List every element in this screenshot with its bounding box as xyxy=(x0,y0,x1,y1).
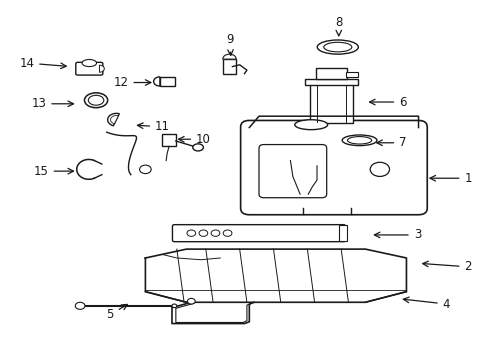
Text: 11: 11 xyxy=(137,120,170,133)
Circle shape xyxy=(75,302,85,309)
Text: 7: 7 xyxy=(376,136,406,149)
Text: 10: 10 xyxy=(178,133,211,146)
FancyBboxPatch shape xyxy=(172,225,345,242)
Ellipse shape xyxy=(84,93,107,108)
Ellipse shape xyxy=(294,120,327,130)
Wedge shape xyxy=(107,113,119,126)
Text: 15: 15 xyxy=(34,165,73,177)
Bar xyxy=(315,68,347,79)
Bar xyxy=(346,72,357,77)
FancyBboxPatch shape xyxy=(259,145,326,198)
Ellipse shape xyxy=(88,95,103,105)
Bar xyxy=(338,225,347,241)
Circle shape xyxy=(211,230,220,237)
Text: 6: 6 xyxy=(369,95,406,108)
Bar xyxy=(309,82,352,123)
Circle shape xyxy=(223,230,231,237)
Text: 1: 1 xyxy=(429,172,471,185)
Circle shape xyxy=(172,304,177,307)
Wedge shape xyxy=(110,116,118,124)
Circle shape xyxy=(187,298,195,304)
Bar xyxy=(162,134,176,146)
Text: 8: 8 xyxy=(334,16,342,36)
Ellipse shape xyxy=(323,42,351,52)
Circle shape xyxy=(186,230,195,237)
Wedge shape xyxy=(153,77,160,86)
Bar xyxy=(160,77,175,86)
Circle shape xyxy=(139,165,151,174)
Text: 9: 9 xyxy=(226,33,233,55)
Ellipse shape xyxy=(317,40,358,54)
Text: 12: 12 xyxy=(113,76,151,89)
Ellipse shape xyxy=(342,135,376,145)
Text: 14: 14 xyxy=(19,57,66,69)
Text: 4: 4 xyxy=(403,297,449,311)
Circle shape xyxy=(199,230,207,237)
Text: 3: 3 xyxy=(374,229,420,242)
FancyBboxPatch shape xyxy=(240,121,427,215)
Ellipse shape xyxy=(369,162,389,176)
Ellipse shape xyxy=(82,59,96,67)
Text: 2: 2 xyxy=(422,260,471,273)
Text: 5: 5 xyxy=(106,305,127,321)
Bar xyxy=(223,59,236,74)
Ellipse shape xyxy=(347,136,371,144)
Wedge shape xyxy=(99,65,104,72)
Text: 13: 13 xyxy=(31,97,73,110)
Bar xyxy=(305,78,357,85)
Wedge shape xyxy=(223,54,236,59)
Ellipse shape xyxy=(192,144,203,151)
FancyBboxPatch shape xyxy=(76,62,102,75)
